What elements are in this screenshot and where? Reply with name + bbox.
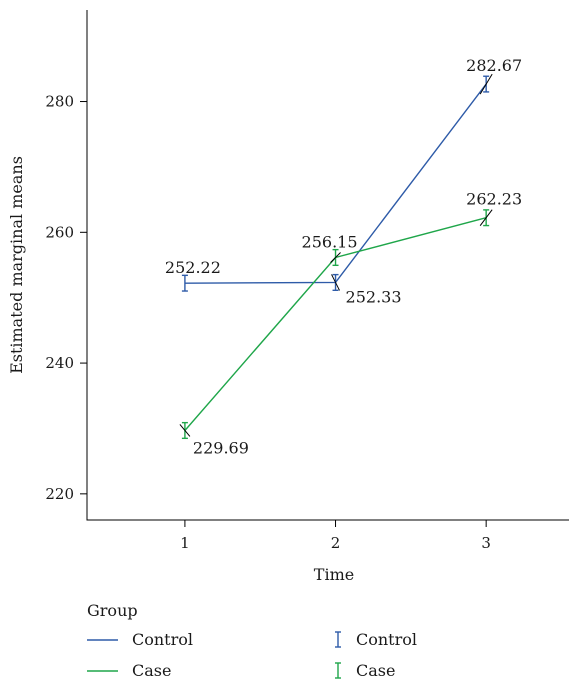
legend-errorbar-label: Control <box>356 630 417 649</box>
x-tick-label: 1 <box>180 534 190 552</box>
series-case: 229.69 256.15 262.23 <box>179 190 522 457</box>
y-tick-label: 260 <box>45 223 74 241</box>
x-tick-label: 2 <box>331 534 341 552</box>
legend: Group Control Control Case Case <box>87 601 417 680</box>
legend-line-label: Control <box>132 630 193 649</box>
plot-area <box>86 10 569 521</box>
y-tick-label: 240 <box>45 354 74 372</box>
y-tick-label: 280 <box>45 93 74 111</box>
x-axis-ticks: 1 2 3 <box>180 520 491 552</box>
label-leader <box>179 424 191 437</box>
error-bar <box>181 274 188 292</box>
legend-title: Group <box>87 601 138 620</box>
data-label: 229.69 <box>193 438 249 457</box>
label-leader <box>479 209 493 227</box>
x-axis-title: Time <box>314 565 354 584</box>
legend-line-label: Case <box>132 661 171 680</box>
data-label: 256.15 <box>302 232 358 251</box>
data-label: 252.22 <box>165 258 221 277</box>
series-layer: 252.22 252.33 282.67 229.69 256.15 262.23 <box>165 56 522 457</box>
legend-errorbar-swatch <box>335 631 341 648</box>
label-leader <box>330 252 341 263</box>
data-label: 282.67 <box>466 56 522 75</box>
data-label: 252.33 <box>346 287 402 306</box>
label-leader <box>479 73 493 95</box>
legend-errorbar-swatch <box>335 662 341 679</box>
label-leader <box>331 274 340 291</box>
x-tick-label: 3 <box>481 534 491 552</box>
y-axis-ticks: 220 240 260 280 <box>45 93 87 503</box>
y-tick-label: 220 <box>45 485 74 503</box>
data-label: 262.23 <box>466 190 522 209</box>
series-control: 252.22 252.33 282.67 <box>165 56 522 306</box>
legend-errorbar-label: Case <box>356 661 395 680</box>
y-axis-title: Estimated marginal means <box>7 156 26 374</box>
plot-frame <box>86 10 569 521</box>
